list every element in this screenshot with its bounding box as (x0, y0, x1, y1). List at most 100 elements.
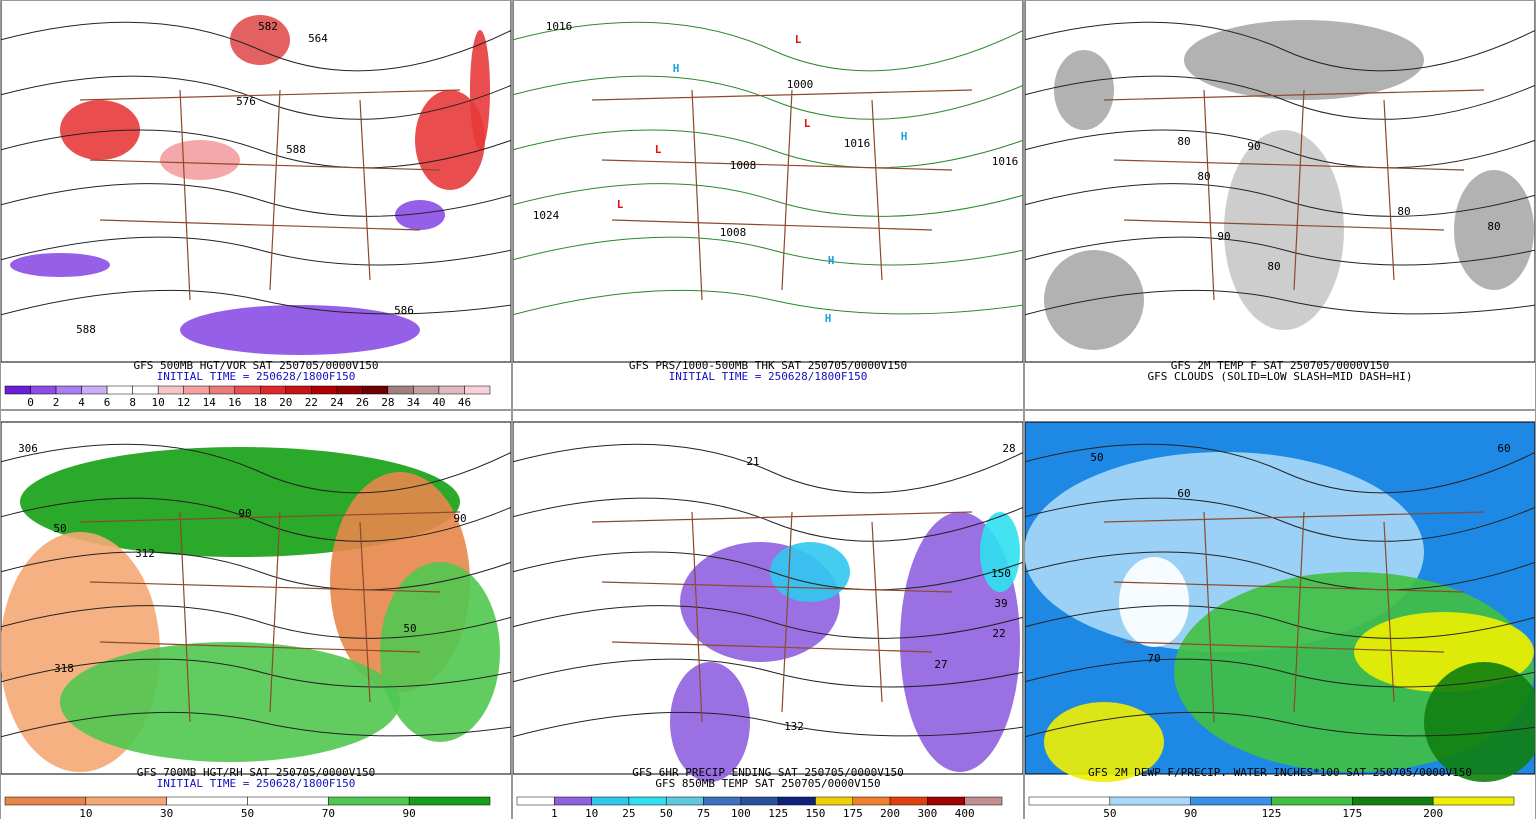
colorbar-label: 16 (228, 396, 241, 409)
map-label: 39 (994, 597, 1007, 610)
colorbar-box (777, 796, 816, 806)
colorbar-label: 18 (254, 396, 267, 409)
contour (0, 551, 513, 591)
colorbar-box (408, 796, 491, 806)
colorbar-box (1109, 796, 1191, 806)
field-blob (1044, 702, 1164, 782)
map-label: L (617, 198, 624, 211)
map-label: 50 (403, 622, 416, 635)
contour (0, 75, 513, 120)
colorbar-box (55, 385, 82, 395)
caption: GFS 500MB HGT/VOR SAT 250705/0000V150 (133, 359, 378, 372)
colorbar-label: 46 (458, 396, 471, 409)
contour (511, 443, 1025, 494)
panel-border (0, 410, 512, 819)
state-lines (1103, 511, 1485, 723)
map-label: 90 (1217, 230, 1230, 243)
colorbar-box (387, 385, 414, 395)
colorbar-box (4, 385, 31, 395)
colorbar-box (516, 796, 555, 806)
map-label: L (795, 33, 802, 46)
contour (0, 129, 513, 169)
contour (511, 289, 1025, 316)
colorbar-label: 125 (1262, 807, 1282, 819)
contour (511, 129, 1025, 169)
colorbar-label: 25 (622, 807, 635, 819)
contour (1023, 289, 1536, 316)
caption: GFS CLOUDS (SOLID=LOW SLASH=MID DASH=HI) (1148, 370, 1413, 383)
contour (1023, 236, 1536, 266)
colorbar-box (336, 385, 363, 395)
colorbar-label: 150 (806, 807, 826, 819)
contour (0, 443, 513, 494)
map-label: 90 (1247, 140, 1260, 153)
colorbar-label: 175 (1342, 807, 1362, 819)
colorbar-label: 26 (356, 396, 369, 409)
state-lines (591, 511, 973, 723)
colorbar-box (815, 796, 854, 806)
field-blob (230, 15, 290, 65)
contour (1023, 605, 1536, 639)
caption: INITIAL TIME = 250628/1800F150 (157, 370, 356, 383)
map-label: 28 (1002, 442, 1015, 455)
colorbar-box (927, 796, 965, 806)
colorbar-box (889, 796, 928, 806)
map-label: 60 (1177, 487, 1190, 500)
colorbar-box (1432, 796, 1515, 806)
panel: 306 312 318 90 50 90 50 GFS 700MB HGT/RH SAT 25… (0, 410, 513, 819)
contour (0, 711, 513, 738)
contour (1023, 183, 1536, 217)
colorbar-box (183, 385, 210, 395)
colorbar-box (106, 385, 133, 395)
colorbar-box (234, 385, 261, 395)
contour (1023, 443, 1536, 494)
map-label: 588 (76, 323, 96, 336)
contour (511, 551, 1025, 591)
field-blob (1184, 20, 1424, 100)
colorbar-label: 20 (279, 396, 292, 409)
field-blob (60, 100, 140, 160)
colorbar-box (132, 385, 159, 395)
colorbar-label: 6 (104, 396, 111, 409)
colorbar-label: 75 (697, 807, 710, 819)
map-label: 1016 (844, 137, 871, 150)
map-label: 1008 (730, 159, 757, 172)
map-label: 1000 (787, 78, 814, 91)
map-label: 132 (784, 720, 804, 733)
colorbar-box (740, 796, 779, 806)
map-label: 50 (1090, 451, 1103, 464)
contour (1023, 75, 1536, 120)
map-label: 1024 (533, 209, 560, 222)
colorbar-label: 400 (955, 807, 975, 819)
panel: 1016 1024 1000 1008 1008 1016 1016 H H H H L L L L GFS … (511, 0, 1025, 410)
colorbar-label: 4 (78, 396, 85, 409)
panel: 80 80 90 90 80 80 80 GFS 2M TEMP F SAT 250705/0… (1023, 0, 1536, 410)
field-blob (1424, 662, 1536, 782)
map-label: 50 (53, 522, 66, 535)
colorbar-label: 10 (585, 807, 598, 819)
field-blob (380, 562, 500, 742)
colorbar-label: 0 (27, 396, 34, 409)
map-label: 582 (258, 20, 278, 33)
colorbar-label: 34 (407, 396, 421, 409)
map-label: 576 (236, 95, 256, 108)
state-lines (79, 511, 461, 723)
colorbar-label: 50 (241, 807, 254, 819)
contour (1023, 658, 1536, 688)
map-label: 564 (308, 32, 328, 45)
contour (511, 711, 1025, 738)
colorbar-label: 50 (660, 807, 673, 819)
colorbar-box (1028, 796, 1111, 806)
contour (0, 605, 513, 639)
colorbar-label: 28 (381, 396, 394, 409)
colorbar-box (85, 796, 167, 806)
map-label: 80 (1267, 260, 1280, 273)
contour (1023, 129, 1536, 169)
map-label: 80 (1487, 220, 1500, 233)
field-blob (1119, 557, 1189, 647)
field-blob (470, 30, 490, 150)
colorbar-box (4, 796, 87, 806)
field-blob (60, 642, 400, 762)
map-label: 90 (453, 512, 466, 525)
